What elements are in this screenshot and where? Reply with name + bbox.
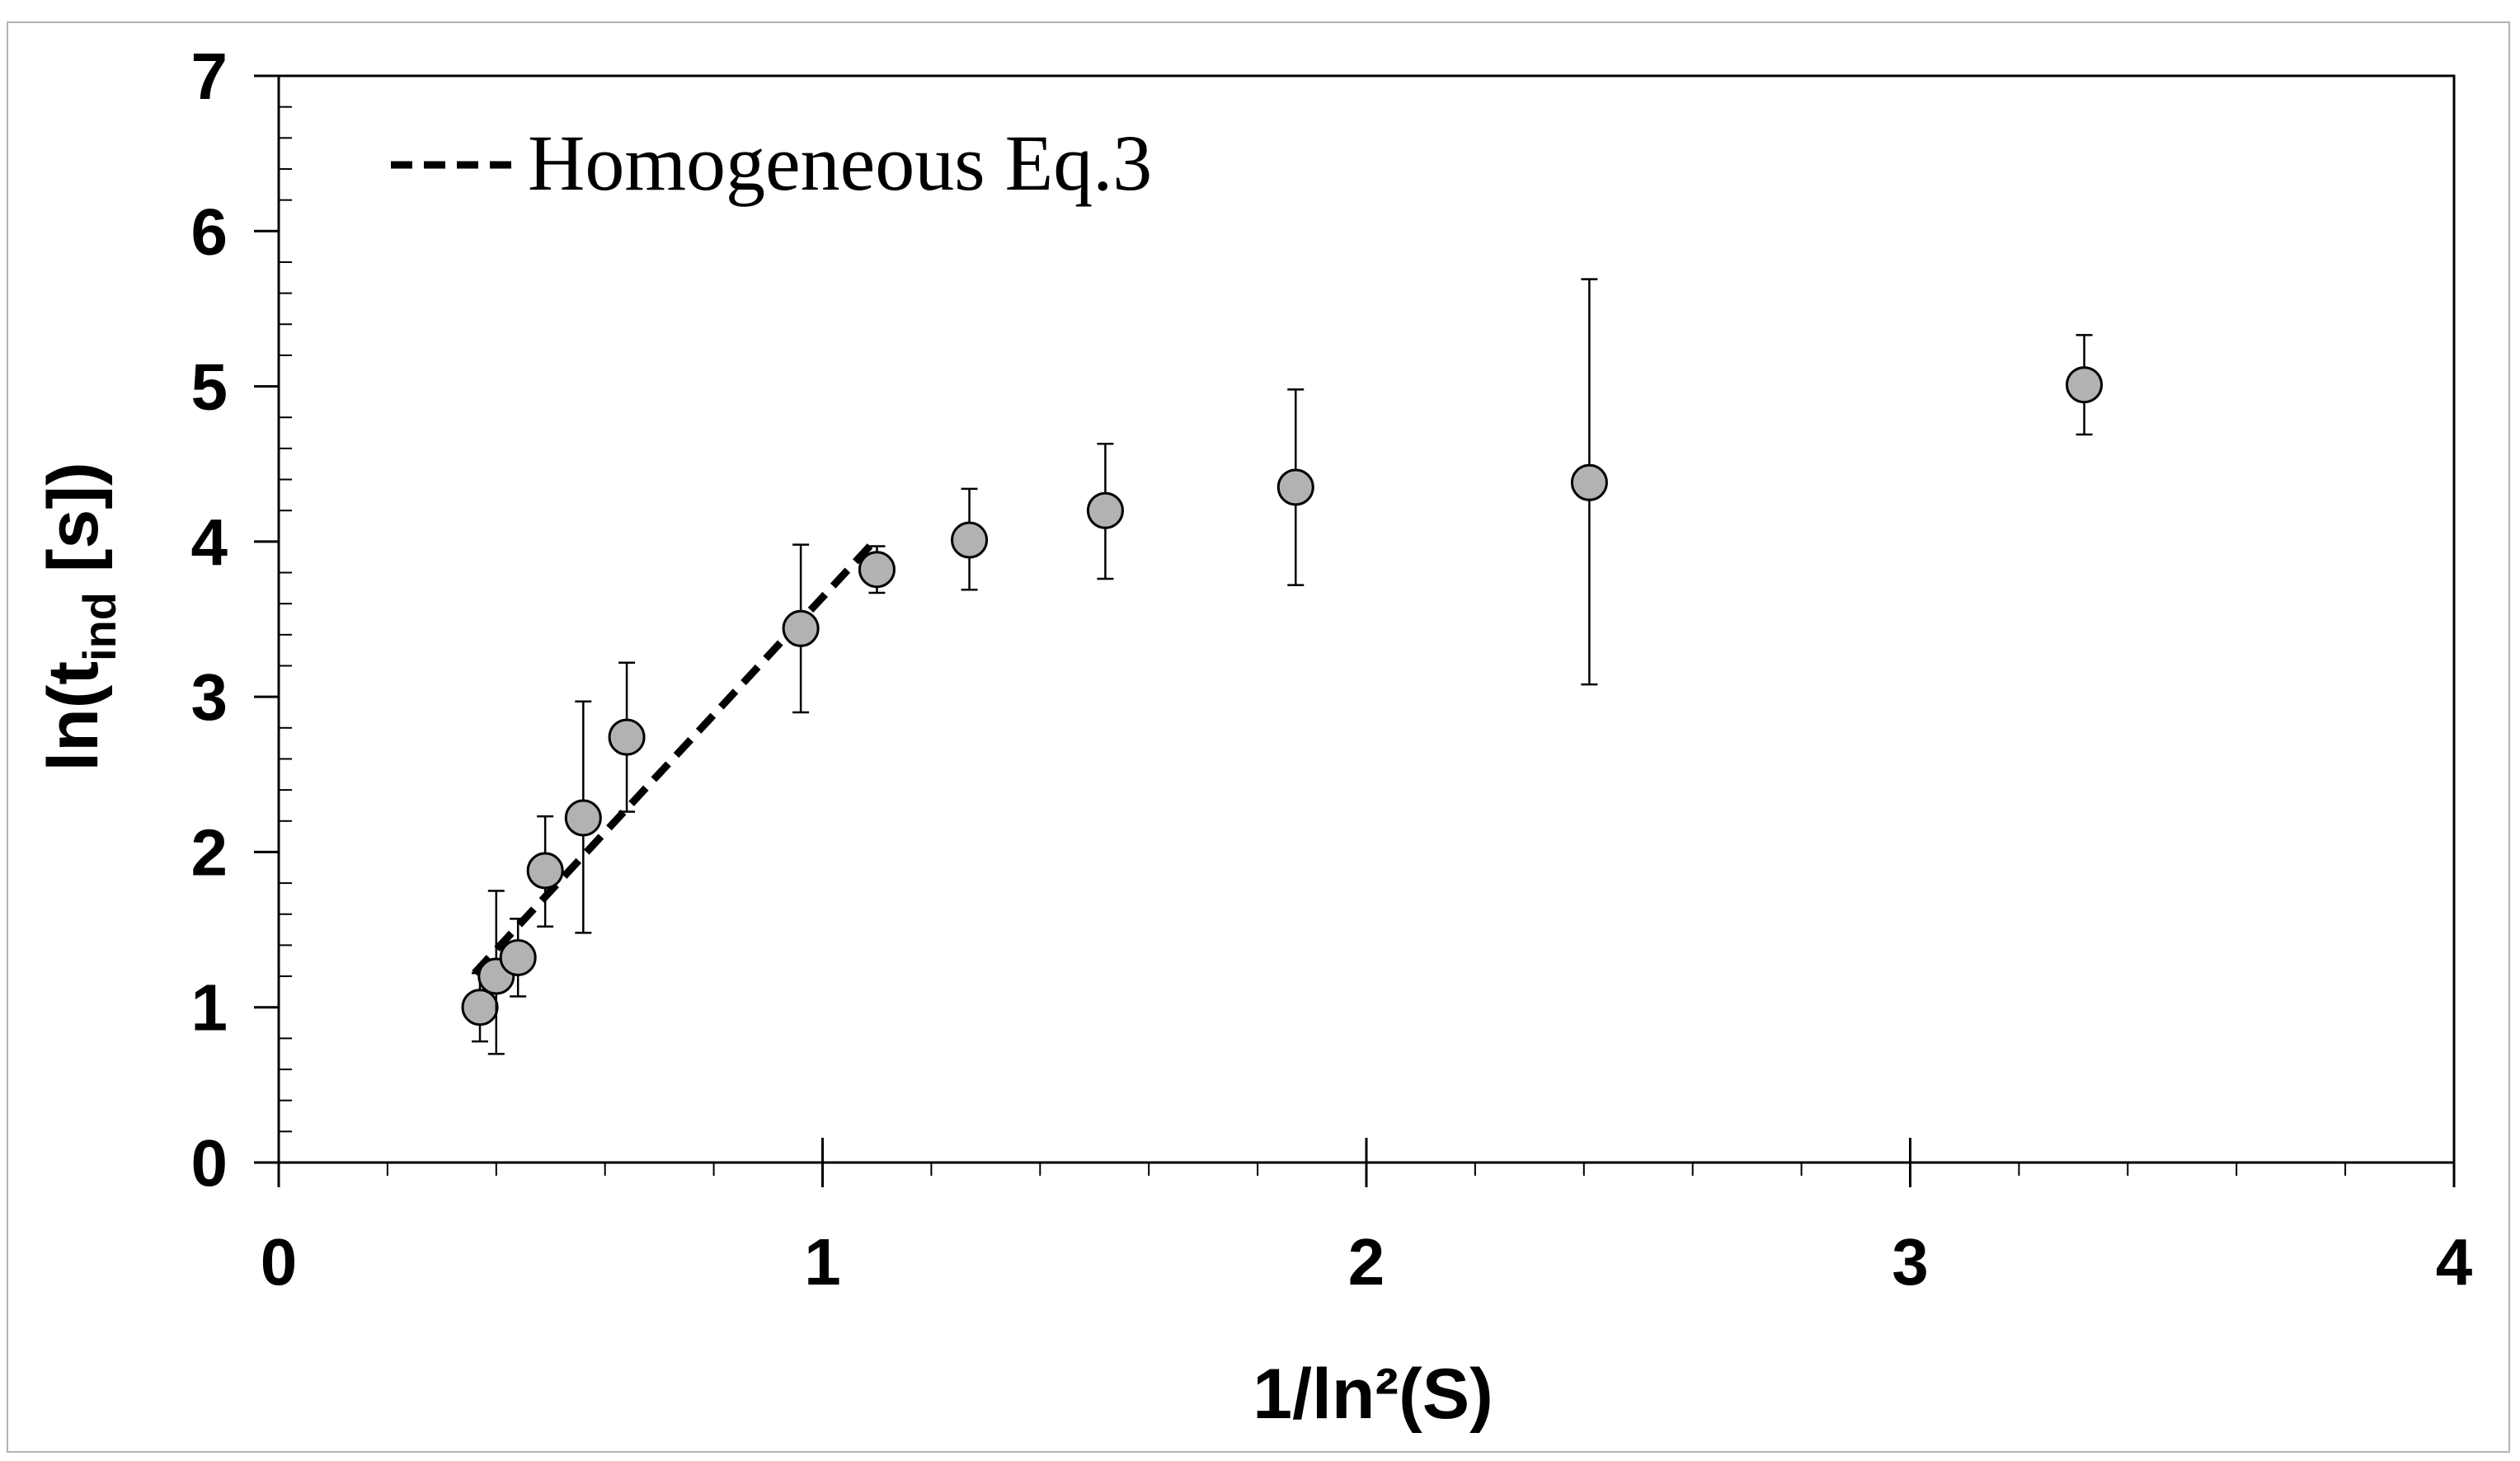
data-point [1570, 463, 1608, 501]
x-tick-label: 3 [1892, 1225, 1929, 1299]
data-point [526, 852, 564, 890]
data-point [782, 609, 820, 647]
data-point [564, 799, 602, 837]
legend: Homogeneous Eq.3 [391, 119, 1152, 207]
legend-label: Homogeneous Eq.3 [528, 119, 1152, 207]
plot-area [277, 74, 2456, 1164]
y-tick-label: 2 [191, 815, 228, 889]
y-axis-title-subscript: ind [73, 592, 125, 661]
data-point [499, 938, 537, 976]
data-point [1276, 468, 1314, 506]
y-axis: 0 1 2 3 4 5 6 7 [191, 40, 292, 1200]
x-tick-label: 1 [804, 1225, 841, 1299]
fit-line-segment [472, 536, 880, 976]
data-point [858, 551, 896, 589]
x-axis: 0 1 2 3 4 [261, 1138, 2473, 1299]
homogeneous-eq3-line [472, 536, 880, 976]
y-tick-label: 4 [191, 505, 228, 579]
data-point [2066, 366, 2104, 404]
data-point [608, 718, 646, 756]
y-axis-title: ln(tind [s]) [34, 462, 125, 771]
y-tick-label: 7 [191, 40, 228, 113]
y-tick-label: 6 [191, 195, 228, 268]
data-point [1086, 491, 1124, 529]
y-tick-label: 0 [191, 1126, 228, 1200]
chart-frame [7, 21, 2510, 1453]
x-axis-title: 1/ln²(S) [1253, 1355, 1493, 1434]
data-point [461, 989, 499, 1026]
y-tick-label: 5 [191, 350, 228, 424]
x-tick-label: 4 [2436, 1225, 2473, 1299]
y-axis-title-prefix: ln(t [34, 661, 113, 772]
x-tick-label: 0 [261, 1225, 298, 1299]
y-axis-title-suffix: [s]) [34, 462, 113, 592]
y-tick-label: 3 [191, 660, 228, 734]
data-point [951, 521, 989, 559]
x-tick-label: 2 [1348, 1225, 1385, 1299]
plot-border [277, 74, 2456, 1164]
data-points [461, 278, 2104, 1055]
y-tick-label: 1 [191, 971, 228, 1045]
